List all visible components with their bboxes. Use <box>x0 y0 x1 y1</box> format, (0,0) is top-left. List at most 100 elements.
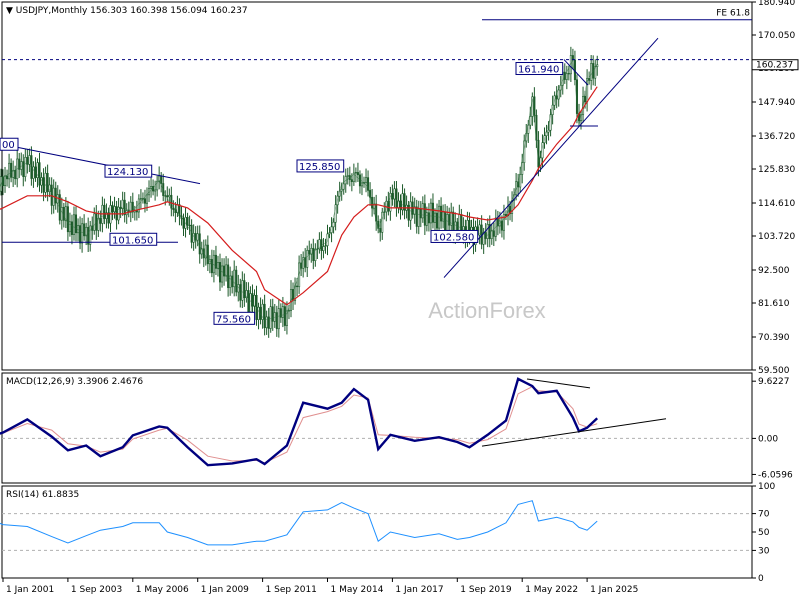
price-candle-body <box>330 226 333 233</box>
price-moving-average-line <box>0 86 598 306</box>
price-candle-body <box>557 89 560 100</box>
price-candle-body <box>135 210 138 213</box>
price-candle-body <box>18 158 21 170</box>
macd-y-tick-label: 9.6227 <box>758 377 790 387</box>
price-candle-body <box>547 129 550 133</box>
price-candle-body <box>352 172 355 183</box>
price-candle-body <box>500 220 503 231</box>
price-candle-body <box>567 73 570 75</box>
price-candle-body <box>229 275 232 289</box>
price-candle-body <box>188 224 191 227</box>
price-label-box <box>213 311 256 325</box>
price-y-tick-label: 92.500 <box>758 266 790 276</box>
price-candle-body <box>502 214 505 231</box>
price-candle-body <box>99 218 102 224</box>
price-candle-body <box>533 96 536 116</box>
price-candle-body <box>425 212 428 226</box>
price-label-box <box>104 164 153 178</box>
price-y-tick-label: 180.940 <box>758 0 795 8</box>
price-candle-body <box>8 162 11 180</box>
price-candle-body <box>519 174 522 188</box>
macd-signal-line <box>0 386 598 464</box>
price-candle-body <box>44 172 47 193</box>
price-candle-body <box>399 200 402 211</box>
price-candle-body <box>36 162 39 178</box>
x-tick-label: 1 May 2014 <box>331 585 384 595</box>
price-candle-body <box>326 233 329 247</box>
price-candle-body <box>200 248 203 255</box>
price-candle-body <box>539 157 542 168</box>
price-candle-body <box>559 84 562 91</box>
pane-frame-price <box>1 1 753 371</box>
price-candle-body <box>42 177 45 193</box>
price-candle-body <box>62 206 65 221</box>
price-label-text: 125.850 <box>299 162 340 173</box>
price-candle-body <box>172 207 175 210</box>
price-candle-body <box>214 254 217 269</box>
price-candle-body <box>529 116 532 126</box>
price-candle-body <box>221 265 224 283</box>
price-candle-body <box>111 205 114 213</box>
pane-frame-macd <box>1 372 753 484</box>
price-label-text: 102.580 <box>433 232 474 243</box>
price-candle-body <box>154 189 157 192</box>
price-candle-body <box>85 226 88 237</box>
price-candle-body <box>60 206 63 221</box>
price-candle-body <box>22 161 25 177</box>
price-pane-title: ▼ USDJPY,Monthly 156.303 160.398 156.094… <box>6 6 248 16</box>
price-candle-body <box>170 194 173 209</box>
current-price-text: 160.237 <box>756 61 793 71</box>
price-candle-body <box>373 203 376 209</box>
price-candle-body <box>68 221 71 233</box>
rsi-line <box>0 500 598 546</box>
clipped-label-box <box>0 137 19 151</box>
price-candle-body <box>492 230 495 237</box>
price-candle-body <box>310 247 313 255</box>
price-candle-body <box>287 310 290 312</box>
rsi-y-tick-label: 50 <box>758 528 770 538</box>
price-candle-body <box>484 232 487 239</box>
price-candle-body <box>247 290 250 313</box>
price-candle-body <box>239 284 242 301</box>
price-candle-body <box>427 212 430 224</box>
price-candle-body <box>269 306 272 329</box>
price-candle-body <box>89 225 92 245</box>
price-candle-body <box>150 186 153 189</box>
price-candle-body <box>549 114 552 131</box>
rsi-y-tick-label: 30 <box>758 546 770 556</box>
price-candle-body <box>251 293 254 307</box>
price-candle-body <box>302 257 305 269</box>
x-tick-label: 1 Jan 2009 <box>201 585 249 595</box>
price-candle-body <box>283 306 286 326</box>
price-candle-body <box>334 204 337 223</box>
price-candle-body <box>4 175 7 187</box>
price-y-tick-label: 147.940 <box>758 98 795 108</box>
price-candle-body <box>83 223 86 237</box>
price-candle-body <box>521 162 524 175</box>
price-candle-body <box>131 201 134 213</box>
price-candle-body <box>178 204 181 217</box>
price-candle-body <box>121 199 124 209</box>
price-y-tick-label: 125.830 <box>758 165 795 175</box>
price-candle-body <box>360 182 363 187</box>
price-candle-body <box>1 176 5 187</box>
pane-frame-rsi <box>1 485 753 579</box>
price-candle-body <box>381 211 384 233</box>
price-candle-body <box>186 216 189 226</box>
price-candle-body <box>257 306 260 320</box>
rsi-y-tick-label: 70 <box>758 510 770 520</box>
price-candle-body <box>354 172 357 174</box>
price-candle-body <box>415 206 418 227</box>
trendline-rising <box>443 37 659 278</box>
price-candle-body <box>281 306 284 318</box>
price-candle-body <box>204 244 207 259</box>
price-candle-body <box>267 316 270 329</box>
price-candle-body <box>87 226 90 245</box>
price-candle-body <box>225 264 228 277</box>
price-candle-body <box>436 212 439 229</box>
price-candle-body <box>245 290 248 299</box>
price-candle-body <box>440 205 443 222</box>
price-label-text: 161.940 <box>518 65 559 76</box>
price-candle-body <box>488 224 491 240</box>
price-candle-body <box>448 214 451 226</box>
